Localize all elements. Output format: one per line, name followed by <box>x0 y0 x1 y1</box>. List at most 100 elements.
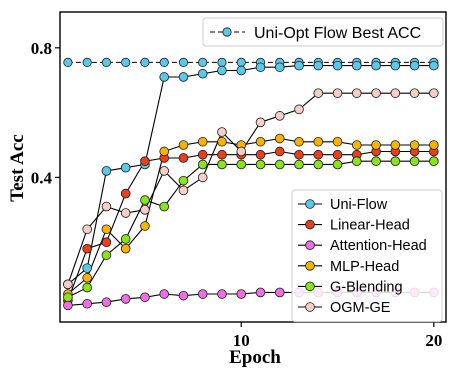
reference-legend-marker <box>222 27 232 37</box>
data-point-uni-flow <box>294 60 304 71</box>
legend-label-linear-head: Linear-Head <box>330 218 410 234</box>
data-point-attention-head <box>101 297 112 307</box>
data-point-g-blending <box>255 159 266 170</box>
data-point-uni-flow <box>236 65 247 76</box>
data-point-mlp-head <box>159 146 170 157</box>
data-point-g-blending <box>101 250 112 260</box>
data-point-uni-flow <box>101 166 112 176</box>
data-point-mlp-head <box>351 140 362 150</box>
data-point-mlp-head <box>409 140 420 150</box>
plot-border <box>59 11 447 323</box>
data-point-mlp-head <box>313 136 324 147</box>
data-point-uni-flow <box>429 60 439 71</box>
data-point-g-blending <box>390 156 401 167</box>
data-point-mlp-head <box>120 243 131 254</box>
data-point-mlp-head <box>101 224 112 235</box>
data-point-ogm-ge <box>197 172 208 183</box>
reference-point <box>198 57 208 67</box>
data-point-ogm-ge <box>294 104 304 115</box>
legend-marker-ogm-ge <box>305 302 315 312</box>
legend-marker-attention-head <box>305 240 315 251</box>
data-point-uni-flow <box>82 263 92 273</box>
data-point-ogm-ge <box>351 88 362 98</box>
data-point-g-blending <box>140 195 150 205</box>
data-point-g-blending <box>217 159 227 170</box>
data-point-mlp-head <box>140 221 150 231</box>
data-point-g-blending <box>294 159 304 170</box>
data-point-g-blending <box>332 159 343 170</box>
data-point-ogm-ge <box>140 205 150 215</box>
plot-frame <box>59 11 447 323</box>
data-point-attention-head <box>236 289 247 299</box>
reference-point <box>140 57 150 67</box>
data-point-ogm-ge <box>101 201 112 212</box>
data-point-mlp-head <box>332 136 343 147</box>
data-point-linear-head <box>294 149 304 160</box>
data-point-ogm-ge <box>371 88 381 98</box>
reference-point <box>159 57 169 67</box>
x-axis-label: Epoch <box>229 347 281 368</box>
data-point-linear-head <box>101 237 112 248</box>
data-point-mlp-head <box>294 136 304 147</box>
data-point-g-blending <box>178 175 189 186</box>
data-point-ogm-ge <box>409 88 420 98</box>
data-point-linear-head <box>332 149 343 160</box>
data-point-uni-flow <box>351 60 362 71</box>
x-tick-label: 10 <box>233 331 250 350</box>
data-point-attention-head <box>159 289 170 299</box>
data-point-ogm-ge <box>429 88 439 98</box>
axis-ticks: 0.4 0.8 10 20 <box>31 39 443 350</box>
data-point-mlp-head <box>217 136 227 147</box>
legend-marker-mlp-head <box>305 260 315 271</box>
data-point-g-blending <box>274 159 285 170</box>
data-point-attention-head <box>178 290 189 301</box>
legend-label-attention-head: Attention-Head <box>330 238 427 254</box>
series-legend: Uni-Flow Linear-Head Attention-Head MLP-Hea… <box>291 189 443 323</box>
reference-point <box>236 57 246 67</box>
data-point-ogm-ge <box>178 185 189 196</box>
reference-legend-box <box>202 17 444 47</box>
data-point-g-blending <box>429 156 439 167</box>
y-tick-label: 0.8 <box>31 39 52 58</box>
data-point-mlp-head <box>274 133 285 144</box>
data-point-attention-head <box>255 287 266 298</box>
data-point-ogm-ge <box>120 208 131 218</box>
data-point-ogm-ge <box>332 88 343 98</box>
data-point-linear-head <box>255 149 266 160</box>
data-point-linear-head <box>178 153 189 163</box>
y-axis-label: Test Acc <box>7 134 28 201</box>
legend-label-g-blending: G-Blending <box>330 279 403 295</box>
data-point-linear-head <box>120 188 131 199</box>
data-point-mlp-head <box>255 136 266 147</box>
data-point-g-blending <box>351 156 362 167</box>
data-point-attention-head <box>120 294 131 304</box>
data-point-g-blending <box>159 201 170 212</box>
data-point-ogm-ge <box>159 166 170 176</box>
data-point-linear-head <box>140 156 150 167</box>
data-point-g-blending <box>120 234 131 244</box>
reference-point <box>217 57 227 67</box>
legend-marker-uni-flow <box>305 199 315 209</box>
data-point-mlp-head <box>197 136 208 147</box>
data-point-ogm-ge <box>313 88 324 98</box>
data-point-linear-head <box>217 149 227 160</box>
data-point-uni-flow <box>409 60 420 71</box>
data-point-ogm-ge <box>217 127 227 137</box>
reference-legend: Uni-Opt Flow Best ACC <box>202 17 444 47</box>
reference-legend-label: Uni-Opt Flow Best ACC <box>254 25 421 42</box>
data-point-uni-flow <box>390 60 401 71</box>
data-point-linear-head <box>82 243 92 254</box>
legend-label-uni-flow: Uni-Flow <box>330 197 388 213</box>
data-point-mlp-head <box>429 140 439 150</box>
data-point-g-blending <box>82 282 92 293</box>
y-tick-label: 0.4 <box>31 168 53 187</box>
series-legend-box <box>291 189 443 323</box>
data-point-uni-flow <box>159 72 170 82</box>
x-tick-label: 20 <box>425 331 442 350</box>
data-point-g-blending <box>197 159 208 170</box>
data-point-uni-flow <box>120 162 131 173</box>
reference-point <box>63 57 73 67</box>
data-point-ogm-ge <box>255 117 266 128</box>
data-point-uni-flow <box>274 62 285 73</box>
data-point-ogm-ge <box>274 111 285 121</box>
